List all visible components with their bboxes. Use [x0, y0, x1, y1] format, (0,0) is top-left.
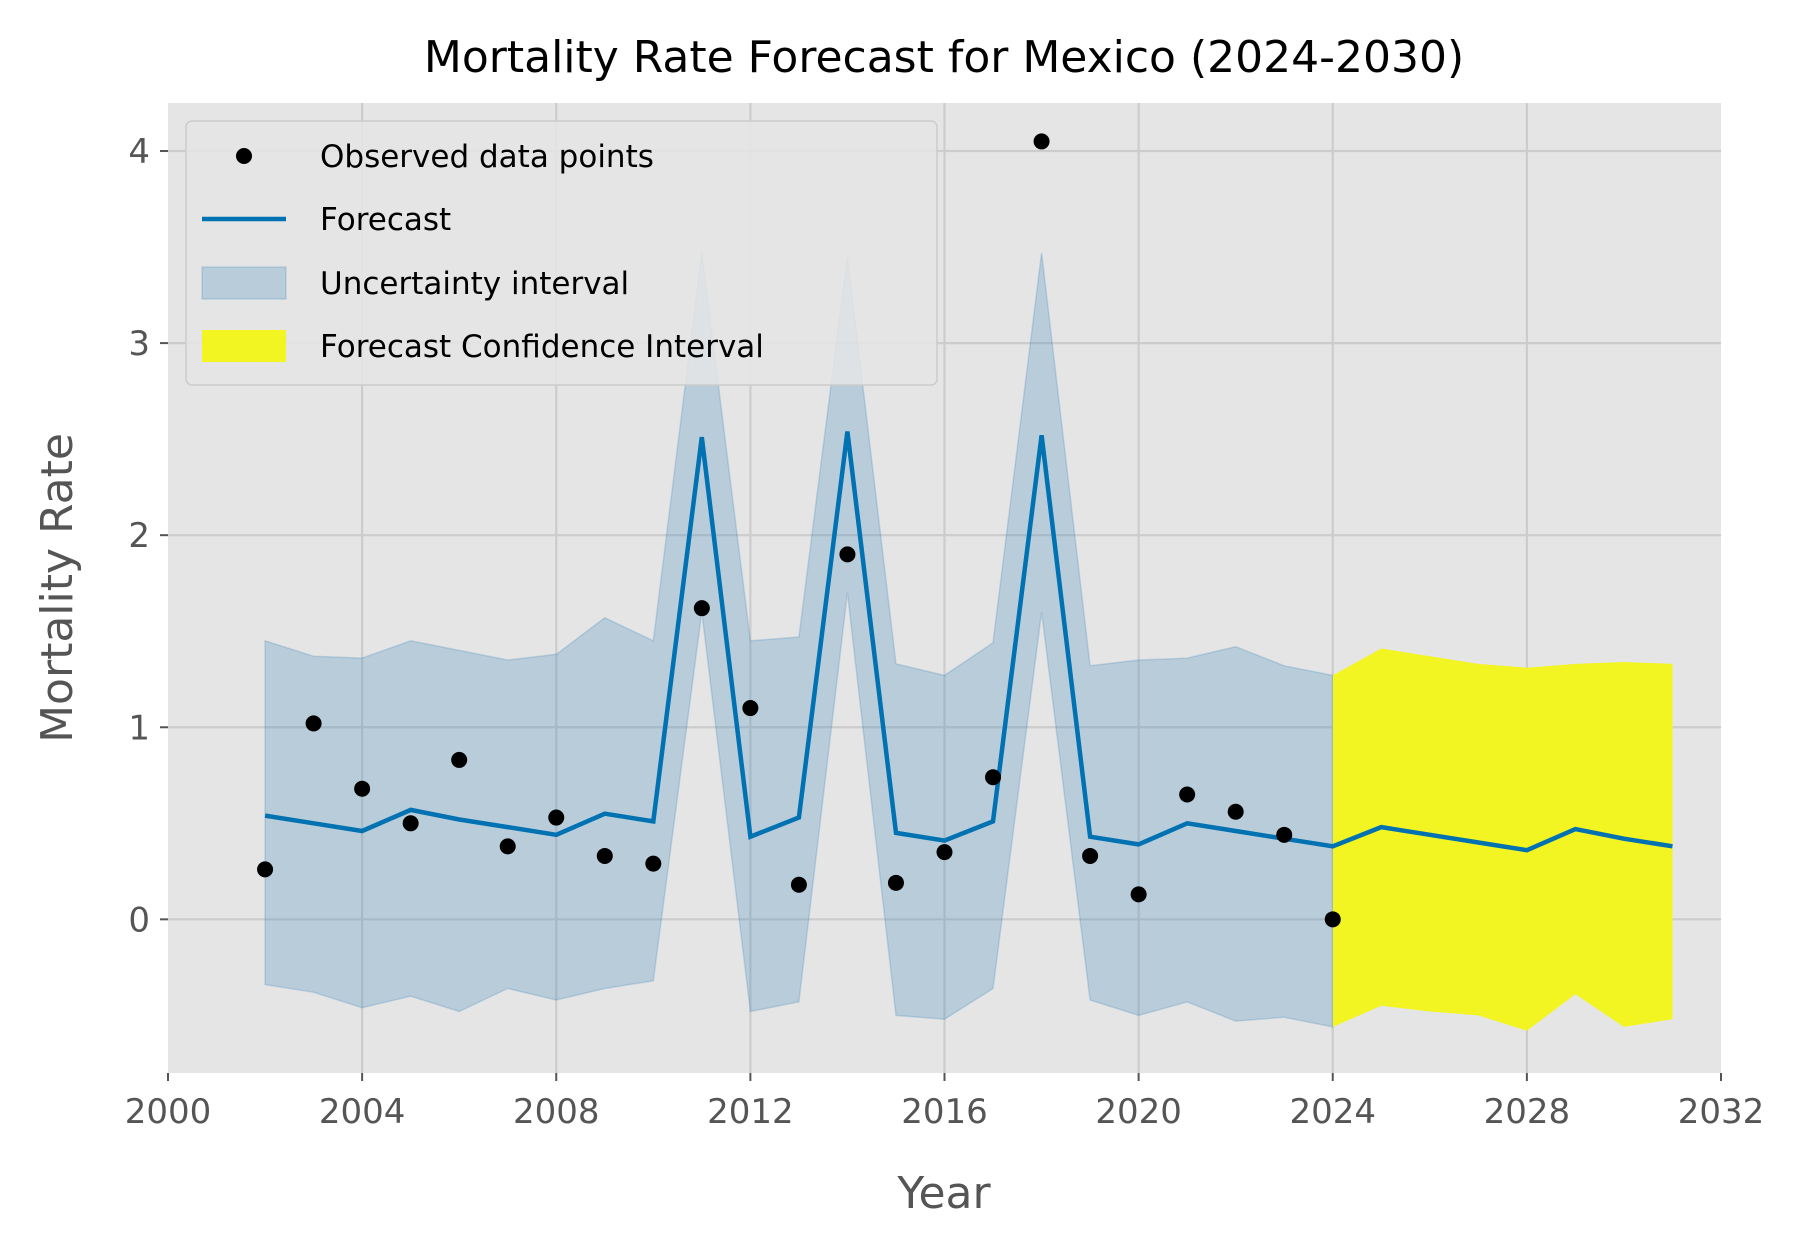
x-tick-label: 2020: [1095, 1092, 1182, 1132]
observed-point: [936, 844, 953, 861]
legend: Observed data points Forecast Uncertainty …: [185, 120, 938, 386]
observed-point: [839, 546, 856, 563]
y-tick-label: 2: [128, 516, 150, 556]
x-tick-label: 2000: [125, 1092, 212, 1132]
x-tick-label: 2024: [1289, 1092, 1376, 1132]
observed-point: [1179, 786, 1196, 803]
legend-symbol-observed: [236, 148, 252, 164]
observed-point: [1324, 911, 1341, 928]
forecast-confidence-interval-band: [1332, 648, 1673, 1031]
observed-point: [693, 600, 710, 617]
interval-bands: [264, 252, 1673, 1031]
y-tick-label: 3: [128, 324, 150, 364]
legend-symbol-uncertainty: [201, 266, 287, 300]
legend-label-forecast: Forecast: [320, 202, 451, 238]
x-tick-label: 2012: [707, 1092, 794, 1132]
legend-symbol-forecast-ci: [202, 330, 286, 362]
observed-point: [1227, 803, 1244, 820]
forecast-lines: [264, 431, 1673, 853]
legend-box: [185, 120, 938, 386]
observed-point: [645, 855, 662, 872]
x-axis-title: Year: [896, 1168, 991, 1219]
observed-point: [402, 815, 419, 832]
observed-point: [1276, 826, 1293, 843]
forecast-line: [264, 431, 1673, 853]
observed-points: [257, 133, 1341, 928]
observed-point: [887, 874, 904, 891]
observed-point: [305, 715, 322, 732]
observed-point: [1082, 847, 1099, 864]
legend-label-forecast_ci: Forecast Confidence Interval: [320, 329, 764, 365]
y-tick-label: 4: [128, 132, 150, 172]
x-tick-label: 2032: [1678, 1092, 1765, 1132]
observed-point: [257, 861, 274, 878]
x-tick-label: 2028: [1484, 1092, 1571, 1132]
observed-point: [1033, 133, 1050, 150]
x-tick-label: 2008: [513, 1092, 600, 1132]
y-axis-title: Mortality Rate: [32, 433, 83, 743]
observed-point: [790, 876, 807, 893]
x-tick-label: 2016: [901, 1092, 988, 1132]
observed-point: [1130, 886, 1147, 903]
observed-point: [354, 780, 371, 797]
observed-point: [985, 769, 1002, 786]
observed-point: [451, 751, 468, 768]
legend-label-observed: Observed data points: [320, 139, 654, 175]
observed-point: [742, 700, 759, 717]
legend-label-uncertainty: Uncertainty interval: [320, 266, 629, 302]
axes: 2000 2004 2008 2012 2016 2020 2024 2028 2032 0 1 2 3…: [125, 132, 1765, 1132]
observed-point: [548, 809, 565, 826]
y-tick-label: 0: [128, 900, 150, 940]
chart-title: Mortality Rate Forecast for Mexico (2024…: [424, 32, 1464, 83]
y-tick-label: 1: [128, 708, 150, 748]
x-tick-label: 2004: [319, 1092, 406, 1132]
observed-point: [596, 847, 613, 864]
observed-point: [499, 838, 516, 855]
